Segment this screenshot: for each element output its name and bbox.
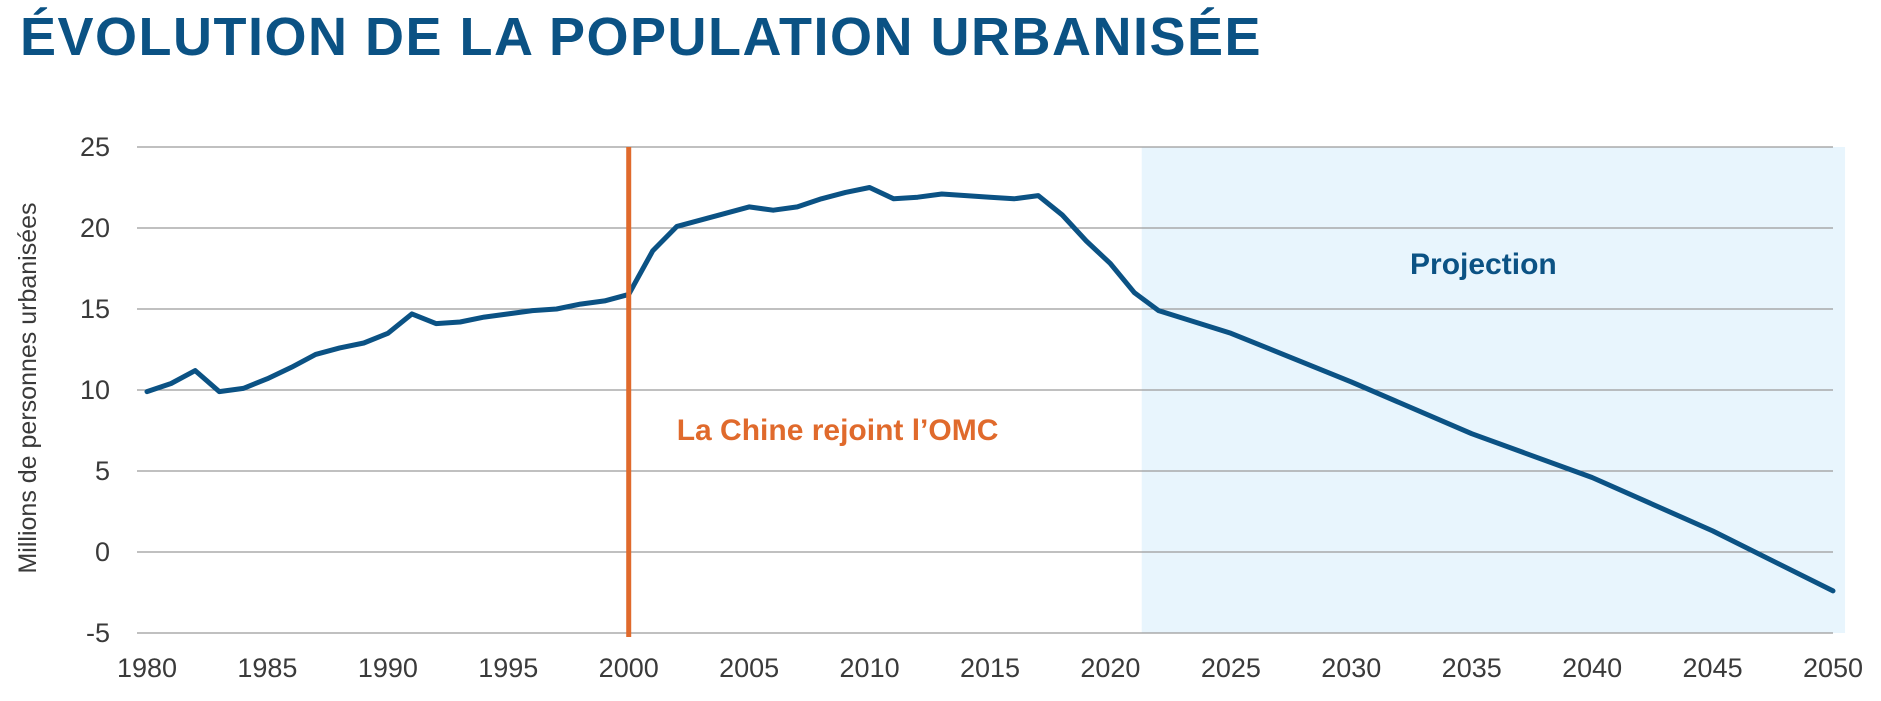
y-tick-label: -5 <box>86 618 110 648</box>
x-tick-label: 2010 <box>840 653 900 683</box>
projection-label: Projection <box>1410 248 1557 281</box>
x-tick-label: 2050 <box>1803 653 1863 683</box>
x-tick-label: 2005 <box>719 653 779 683</box>
x-tick-label: 1980 <box>117 653 177 683</box>
x-tick-label: 2045 <box>1683 653 1743 683</box>
y-tick-label: 5 <box>95 456 110 486</box>
series-line-0 <box>144 185 1836 594</box>
y-tick-labels: -5 0 5 10 15 20 25 <box>80 132 110 648</box>
x-tick-label: 2030 <box>1321 653 1381 683</box>
x-tick-label: 2015 <box>960 653 1020 683</box>
x-tick-label: 2040 <box>1562 653 1622 683</box>
x-tick-label: 1995 <box>478 653 538 683</box>
x-tick-label: 2025 <box>1201 653 1261 683</box>
y-tick-label: 20 <box>80 213 110 243</box>
y-tick-label: 25 <box>80 132 110 162</box>
y-axis-title: Millions de personnes urbanisées <box>14 202 42 573</box>
x-tick-label: 2035 <box>1442 653 1502 683</box>
event-label: La Chine rejoint l’OMC <box>677 414 999 447</box>
y-tick-label: 15 <box>80 294 110 324</box>
page-title: ÉVOLUTION DE LA POPULATION URBANISÉE <box>20 7 1263 67</box>
series-layer <box>144 185 1836 594</box>
x-tick-label: 1990 <box>358 653 418 683</box>
x-tick-label: 2020 <box>1080 653 1140 683</box>
y-tick-label: 0 <box>95 537 110 567</box>
x-tick-labels: 1980 1985 1990 1995 2000 2005 2010 2015 2020 2025… <box>117 653 1863 683</box>
x-tick-label: 1985 <box>237 653 297 683</box>
x-tick-label: 2000 <box>599 653 659 683</box>
gridlines <box>137 146 1833 634</box>
y-tick-label: 10 <box>80 375 110 405</box>
